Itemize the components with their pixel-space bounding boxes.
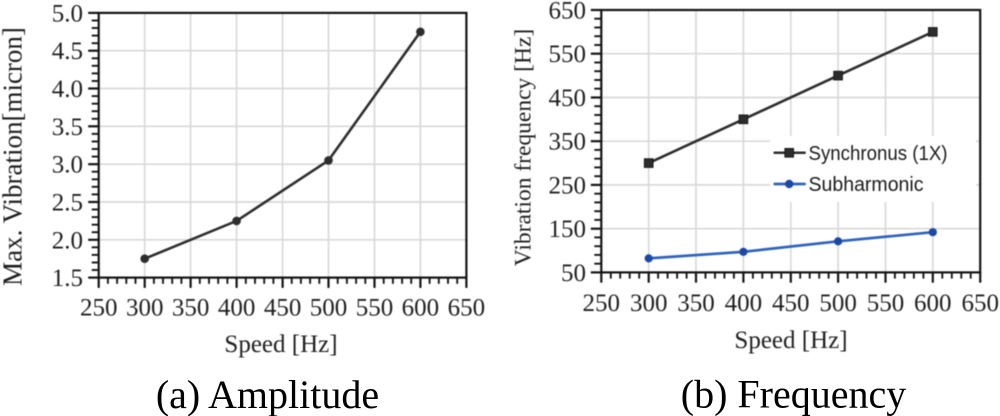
svg-text:(b) Frequency: (b) Frequency <box>681 372 906 416</box>
svg-text:50: 50 <box>561 260 586 287</box>
svg-text:2.5: 2.5 <box>52 190 83 217</box>
svg-text:500: 500 <box>819 290 857 317</box>
svg-text:400: 400 <box>725 290 763 317</box>
svg-text:650: 650 <box>549 0 587 25</box>
svg-text:(a) Amplitude: (a) Amplitude <box>156 372 379 416</box>
svg-text:1.5: 1.5 <box>52 265 83 292</box>
svg-text:350: 350 <box>677 290 715 317</box>
svg-text:Synchronus (1X): Synchronus (1X) <box>809 143 948 165</box>
svg-text:3.5: 3.5 <box>52 114 83 141</box>
svg-text:600: 600 <box>402 295 440 322</box>
svg-text:550: 550 <box>867 290 905 317</box>
svg-text:350: 350 <box>172 295 210 322</box>
svg-text:650: 650 <box>448 295 486 322</box>
svg-text:Speed [Hz]: Speed [Hz] <box>224 331 337 358</box>
svg-text:250: 250 <box>80 295 118 322</box>
svg-text:4.5: 4.5 <box>52 38 83 65</box>
svg-text:450: 450 <box>264 295 302 322</box>
svg-text:250: 250 <box>549 172 587 199</box>
svg-text:Max. Vibration[micron]: Max. Vibration[micron] <box>0 27 28 286</box>
svg-text:5.0: 5.0 <box>52 0 83 27</box>
svg-text:2.0: 2.0 <box>52 227 83 254</box>
svg-text:250: 250 <box>583 290 621 317</box>
svg-text:500: 500 <box>310 295 348 322</box>
svg-text:300: 300 <box>126 295 164 322</box>
svg-text:350: 350 <box>549 129 587 156</box>
svg-text:450: 450 <box>549 85 587 112</box>
svg-text:4.0: 4.0 <box>52 76 83 103</box>
svg-text:550: 550 <box>549 41 587 68</box>
svg-text:450: 450 <box>772 290 810 317</box>
svg-text:400: 400 <box>218 295 256 322</box>
svg-text:Speed [Hz]: Speed [Hz] <box>734 327 847 354</box>
svg-text:Vibration frequency [Hz]: Vibration frequency [Hz] <box>511 29 537 266</box>
svg-text:600: 600 <box>914 290 952 317</box>
svg-text:300: 300 <box>630 290 668 317</box>
svg-text:550: 550 <box>356 295 394 322</box>
svg-text:3.0: 3.0 <box>52 152 83 179</box>
svg-text:150: 150 <box>549 216 587 243</box>
svg-text:Subharmonic: Subharmonic <box>809 174 924 196</box>
svg-text:650: 650 <box>961 290 999 317</box>
